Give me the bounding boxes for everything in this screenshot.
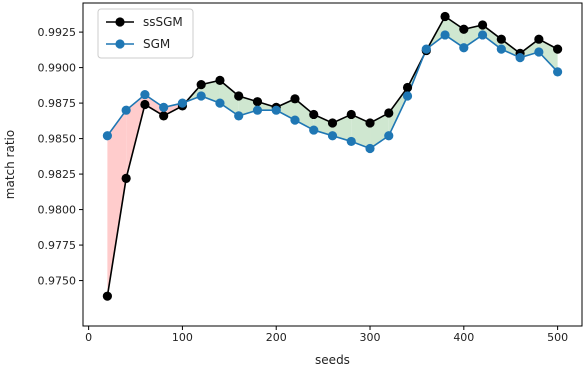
x-tick-label: 400 <box>453 331 474 344</box>
sgm-point <box>402 91 413 101</box>
y-tick-label: 0.9875 <box>38 97 77 110</box>
sgm-point <box>327 131 338 141</box>
sssgm-point <box>196 80 206 90</box>
sgm-point <box>534 47 544 57</box>
sssgm-point <box>252 97 263 107</box>
sgm-point <box>102 131 112 141</box>
fill-segment <box>219 80 239 116</box>
sgm-point <box>553 67 563 77</box>
x-axis-label: seeds <box>315 353 350 367</box>
sssgm-point <box>327 118 338 128</box>
x-tick-label: 0 <box>85 331 92 344</box>
sssgm-point <box>553 44 563 54</box>
sssgm-point <box>346 109 356 120</box>
sgm-point <box>440 30 450 40</box>
legend-label: ssSGM <box>143 15 183 29</box>
sssgm-point <box>477 20 488 30</box>
x-axis-ticks: 0 100 200 300 400 500 <box>85 326 568 344</box>
sssgm-point <box>402 82 413 93</box>
fill-segment <box>388 87 408 136</box>
sgm-point <box>121 105 131 115</box>
y-tick-label: 0.9925 <box>38 26 77 39</box>
fill-segment <box>463 25 483 48</box>
sgm-point <box>384 131 394 141</box>
x-tick-label: 100 <box>172 331 193 344</box>
y-tick-label: 0.9900 <box>38 62 77 75</box>
sssgm-point <box>290 94 300 104</box>
legend: ssSGM SGM <box>97 8 194 59</box>
sssgm-point <box>309 109 319 120</box>
sssgm-point <box>496 34 506 44</box>
sgm-point <box>421 44 431 54</box>
sssgm-point <box>459 24 469 34</box>
x-tick-label: 200 <box>266 331 287 344</box>
fill-segment <box>313 114 333 136</box>
sgm-point <box>177 98 188 108</box>
sgm-point <box>196 91 206 101</box>
sgm-point <box>346 136 356 147</box>
x-tick-label: 300 <box>360 331 381 344</box>
y-tick-label: 0.9825 <box>38 168 77 181</box>
sgm-point <box>515 53 525 63</box>
y-tick-label: 0.9850 <box>38 133 77 146</box>
fill-segment <box>351 114 371 149</box>
sssgm-point <box>534 34 544 44</box>
sssgm-point <box>121 173 131 183</box>
legend-swatch-marker <box>115 17 125 27</box>
sgm-point <box>252 105 263 115</box>
y-axis-label: match ratio <box>3 130 17 199</box>
sgm-point <box>140 89 150 100</box>
sgm-point <box>215 98 225 108</box>
plot-frame <box>82 2 583 327</box>
y-tick-label: 0.9775 <box>38 239 77 252</box>
sssgm-point <box>384 108 394 118</box>
fill-segment <box>107 110 127 297</box>
y-tick-label: 0.9800 <box>38 204 77 217</box>
fill-segment <box>501 39 521 58</box>
sgm-point <box>309 125 319 135</box>
sgm-point <box>290 115 300 125</box>
sssgm-point <box>140 99 150 110</box>
legend-swatch-marker <box>115 39 125 49</box>
sgm-point <box>496 44 506 54</box>
fill-segment <box>144 94 164 116</box>
legend-label: SGM <box>143 37 170 51</box>
y-axis-ticks: 0.9750 0.9775 0.9800 0.9825 0.9850 0.9875 0.99… <box>38 26 83 288</box>
sssgm-point <box>440 11 450 22</box>
fill-segment <box>445 16 464 48</box>
sgm-point <box>271 105 281 115</box>
sssgm-point <box>234 91 244 101</box>
sgm-point <box>459 43 469 53</box>
y-tick-label: 0.9750 <box>38 275 77 288</box>
series-points <box>102 11 563 301</box>
sgm-point <box>234 111 244 121</box>
x-tick-label: 500 <box>547 331 568 344</box>
fill-segment <box>482 25 502 50</box>
fill-segment <box>276 98 295 121</box>
sgm-point <box>477 30 488 40</box>
sssgm-point <box>102 291 112 301</box>
sssgm-point <box>159 111 169 121</box>
sgm-point <box>159 102 169 112</box>
sgm-point <box>365 143 375 154</box>
sssgm-point <box>365 118 375 128</box>
fill-segment <box>370 113 389 149</box>
sssgm-point <box>215 75 225 85</box>
